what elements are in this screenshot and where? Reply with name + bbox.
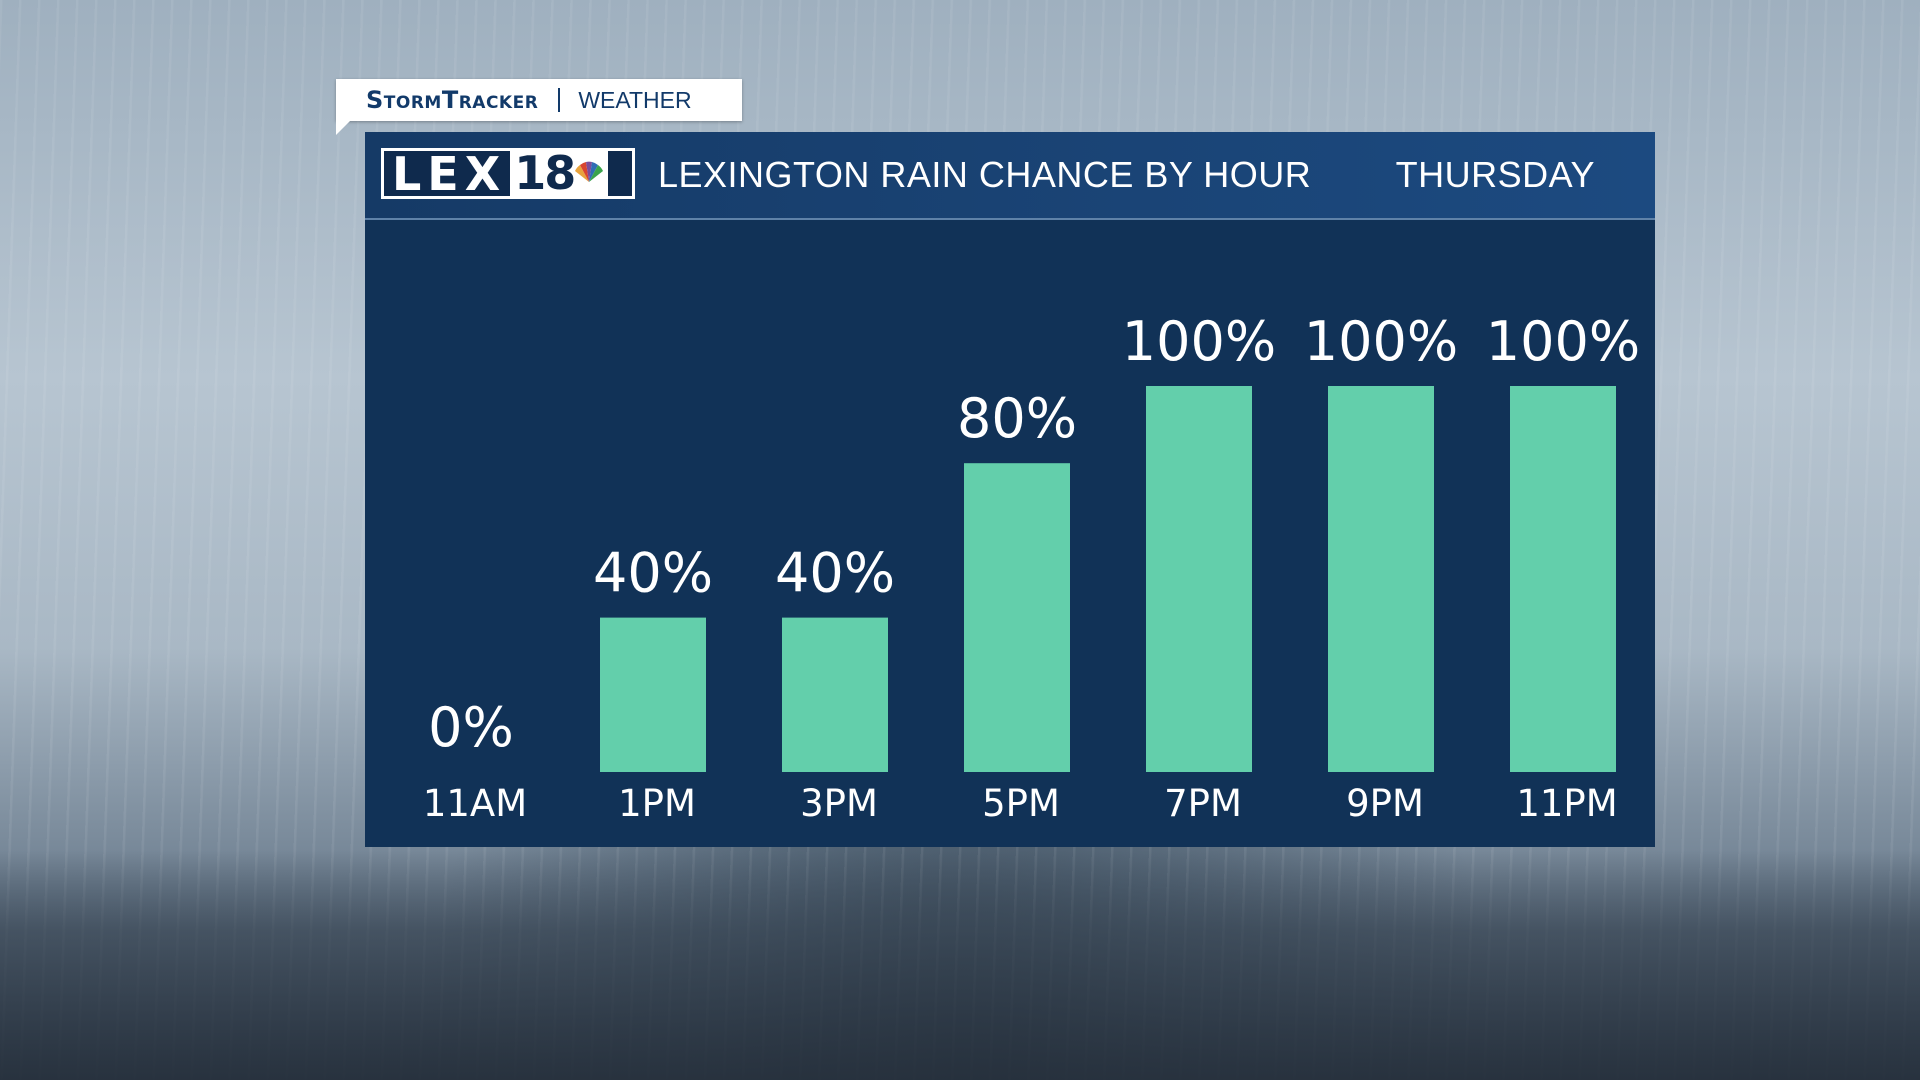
logo-number-text: 18 [514, 146, 576, 200]
category-label-5pm: 5PM [982, 782, 1060, 825]
chart-title: LEXINGTON RAIN CHANCE BY HOUR [658, 154, 1312, 195]
forecast-day: THURSDAY [1395, 154, 1595, 195]
peacock-icon [575, 161, 604, 182]
bar-3pm [782, 617, 888, 772]
logo-number: 18 [510, 150, 609, 196]
value-label-11am: 0% [428, 696, 514, 759]
bar-5pm [964, 463, 1070, 772]
stormtracker-tag: StormTracker WEATHER [336, 79, 742, 121]
value-label-7pm: 100% [1122, 310, 1276, 373]
tag-separator [558, 88, 561, 112]
category-label-11am: 11AM [423, 782, 527, 825]
tag-notch [336, 121, 350, 135]
chart-panel: LEX 18 LEXINGTON RAIN CHANCE BY HOUR THU… [365, 132, 1655, 847]
value-label-3pm: 40% [775, 542, 895, 605]
value-label-9pm: 100% [1304, 310, 1458, 373]
category-label-9pm: 9PM [1346, 782, 1424, 825]
value-label-5pm: 80% [957, 387, 1077, 450]
rain-chance-bar-chart: 0% 11AM 40% 1PM 40% 3PM 80% 5PM 100% 7PM 100% 9PM 10… [423, 310, 1640, 825]
logo-letters: LEX [392, 146, 507, 201]
panel-header: LEX 18 LEXINGTON RAIN CHANCE BY HOUR THU… [365, 132, 1655, 220]
category-label-11pm: 11PM [1516, 782, 1617, 825]
category-label-1pm: 1PM [618, 782, 696, 825]
category-label-7pm: 7PM [1164, 782, 1242, 825]
category-label-3pm: 3PM [800, 782, 878, 825]
bar-11pm [1510, 386, 1616, 772]
wet-ground-background [0, 850, 1920, 1080]
bar-7pm [1146, 386, 1252, 772]
station-logo: LEX 18 [381, 148, 635, 199]
bar-1pm [600, 617, 706, 772]
stormtracker-brand: StormTracker [366, 86, 539, 114]
value-label-11pm: 100% [1486, 310, 1640, 373]
weather-label: WEATHER [578, 86, 692, 113]
bar-9pm [1328, 386, 1434, 772]
value-label-1pm: 40% [593, 542, 713, 605]
